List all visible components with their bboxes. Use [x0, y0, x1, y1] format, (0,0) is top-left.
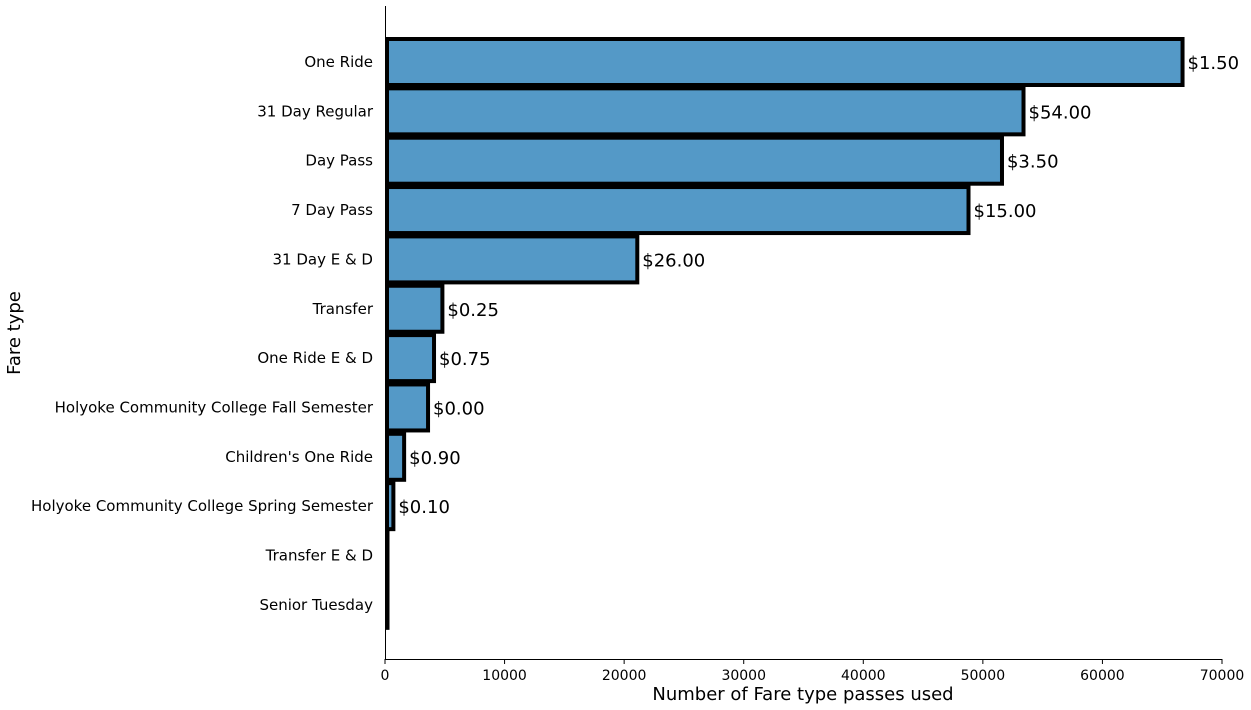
y-axis-title: Fare type [4, 291, 25, 375]
bar [385, 530, 390, 581]
bar [385, 234, 640, 285]
bar-value-label: $0.75 [439, 349, 491, 370]
x-tick-label: 40000 [841, 668, 886, 684]
x-tick-label: 60000 [1080, 668, 1125, 684]
category-tick-label: Holyoke Community College Fall Semester [55, 398, 374, 416]
category-tick-label: 31 Day Regular [257, 102, 374, 120]
bar-value-label: $26.00 [642, 250, 705, 271]
category-tick-label: 31 Day E & D [272, 250, 373, 268]
bar-value-label: $0.25 [447, 300, 499, 321]
category-tick-label: Day Pass [305, 152, 373, 170]
bar [385, 481, 396, 532]
bar [385, 382, 431, 433]
bar-value-label: $1.50 [1188, 53, 1240, 74]
category-tick-label: 7 Day Pass [291, 201, 373, 219]
category-tick-label: Transfer E & D [265, 547, 373, 565]
x-tick-label: 70000 [1200, 668, 1245, 684]
bar-value-label: $0.00 [433, 398, 485, 419]
category-tick-label: One Ride E & D [257, 349, 373, 367]
bar [385, 37, 1185, 87]
x-tick-label: 10000 [482, 668, 527, 684]
x-tick-label: 20000 [602, 668, 647, 684]
x-axis-title: Number of Fare type passes used [652, 684, 953, 705]
bar [385, 333, 437, 384]
bar-value-label: $0.10 [398, 497, 450, 518]
bar-value-label: $0.90 [409, 448, 461, 469]
x-tick-label: 30000 [721, 668, 766, 684]
bar [385, 185, 971, 236]
bar [385, 283, 445, 334]
bars-layer [385, 37, 1185, 630]
category-tick-label: One Ride [304, 53, 373, 71]
bar [385, 135, 1004, 186]
category-tick-label: Transfer [312, 300, 374, 318]
bar [385, 579, 390, 630]
bar [385, 431, 407, 482]
category-tick-label: Holyoke Community College Spring Semeste… [31, 497, 374, 515]
x-tick-label: 0 [381, 668, 390, 684]
bar-value-label: $54.00 [1029, 102, 1092, 123]
category-tick-label: Senior Tuesday [259, 596, 373, 614]
x-tick-label: 50000 [961, 668, 1006, 684]
bar-value-label: $15.00 [974, 201, 1037, 222]
bar [385, 86, 1026, 137]
x-ticks-layer: 0 10000 20000 30000 40000 50000 60000 70000 [381, 659, 1245, 684]
category-tick-label: Children's One Ride [225, 448, 373, 466]
labels-layer: One Ride $1.50 31 Day Regular $54.00 Day Pas… [31, 53, 1239, 614]
bar-value-label: $3.50 [1007, 152, 1059, 173]
